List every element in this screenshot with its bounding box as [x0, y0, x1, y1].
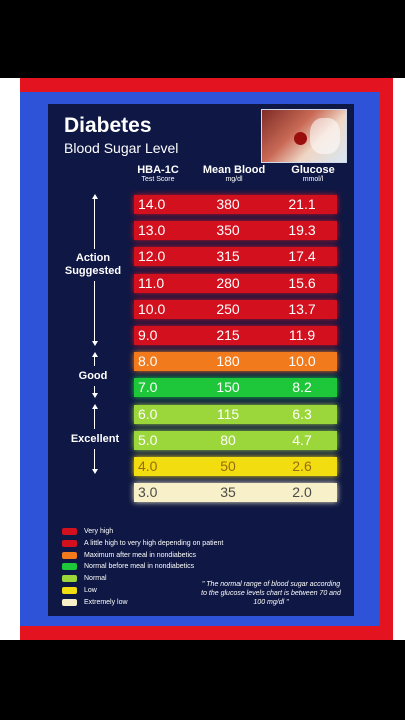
cell-hba1c: 6.0 [138, 405, 158, 422]
table-row: 9.0 215 11.9 [134, 326, 337, 345]
table-row: 11.0 280 15.6 [134, 273, 337, 293]
cell-glucose: 4.7 [292, 431, 312, 448]
legend-swatch [62, 587, 77, 594]
chart-card: Diabetes Blood Sugar Level HBA-1C Test S… [48, 104, 354, 616]
cell-mean-blood: 280 [216, 274, 240, 291]
arrow-down-icon [92, 393, 98, 398]
arrow-line [94, 409, 95, 429]
table-row: 12.0 315 17.4 [134, 247, 337, 267]
blood-drop-icon [294, 132, 307, 145]
cell-glucose: 17.4 [288, 248, 316, 265]
arrow-up-icon [92, 404, 98, 409]
legend-swatch [62, 575, 77, 583]
arrow-down-icon [92, 469, 98, 474]
legend-label: Extremely low [84, 598, 128, 606]
cell-glucose: 6.3 [292, 405, 312, 422]
cell-glucose: 8.2 [292, 379, 312, 396]
legend-swatch [62, 551, 77, 559]
legend-label: A little high to very high depending on … [84, 539, 224, 547]
column-unit: Test Score [141, 176, 175, 183]
arrow-line [94, 386, 95, 393]
cell-hba1c: 10.0 [138, 300, 166, 317]
table-row: 10.0 250 13.7 [134, 299, 337, 319]
legend-swatch [62, 563, 77, 571]
column-label: Mean Blood [202, 164, 266, 176]
column-label: HBA-1C [137, 164, 179, 176]
table-row: 5.0 80 4.7 [134, 430, 337, 450]
arrow-line [94, 357, 95, 366]
table-row: 8.0 180 10.0 [134, 352, 337, 372]
legend-label: Normal [84, 575, 107, 583]
arrow-line [94, 281, 95, 341]
cell-hba1c: 4.0 [138, 458, 158, 474]
cell-mean-blood: 150 [216, 379, 240, 396]
blood-test-photo [261, 109, 347, 163]
arrow-line [94, 449, 95, 469]
column-header-hba1c: HBA-1C Test Score [130, 164, 186, 184]
cell-hba1c: 3.0 [138, 484, 158, 501]
table-row: 7.0 150 8.2 [134, 378, 337, 398]
cell-mean-blood: 250 [216, 300, 240, 317]
card-title: Diabetes [64, 114, 152, 137]
column-header-mean-blood: Mean Blood mg/dl [198, 164, 270, 184]
hand-icon [310, 118, 340, 154]
column-unit: mg/dl [225, 176, 243, 183]
column-unit: mmol/l [302, 176, 324, 183]
cell-glucose: 2.0 [292, 484, 312, 501]
legend-swatch [62, 598, 77, 606]
arrow-down-icon [92, 341, 98, 346]
cell-mean-blood: 115 [216, 405, 240, 422]
cell-glucose: 2.6 [292, 458, 312, 474]
legend-label: Normal before meal in nondiabetics [84, 563, 195, 571]
cell-hba1c: 5.0 [138, 431, 158, 448]
cell-glucose: 15.6 [288, 274, 316, 291]
cell-mean-blood: 35 [220, 484, 236, 501]
cell-mean-blood: 315 [216, 248, 240, 265]
table-row: 3.0 35 2.0 [134, 483, 337, 503]
cell-hba1c: 7.0 [138, 379, 158, 396]
cell-hba1c: 9.0 [138, 327, 158, 343]
cell-glucose: 11.9 [288, 327, 316, 343]
card-subtitle: Blood Sugar Level [64, 140, 179, 156]
legend-label: Maximum after meal in nondiabetics [84, 551, 197, 559]
cell-mean-blood: 50 [220, 458, 236, 474]
arrow-line [94, 199, 95, 249]
table-row: 14.0 380 21.1 [134, 195, 337, 214]
cell-hba1c: 14.0 [138, 196, 166, 212]
cell-mean-blood: 180 [216, 353, 240, 370]
side-label-good: Good [78, 370, 108, 382]
arrow-up-icon [92, 352, 98, 357]
cell-hba1c: 8.0 [138, 353, 158, 370]
legend-swatch [62, 528, 77, 535]
cell-mean-blood: 380 [216, 196, 240, 212]
cell-mean-blood: 350 [216, 222, 240, 239]
cell-glucose: 10.0 [288, 353, 316, 370]
column-label: Glucose [291, 164, 335, 176]
table-row: 4.0 50 2.6 [134, 457, 337, 476]
cell-mean-blood: 80 [220, 431, 236, 448]
cell-hba1c: 12.0 [138, 248, 166, 265]
side-label-action-suggested: Action Suggested [64, 252, 122, 277]
cell-glucose: 13.7 [288, 300, 316, 317]
column-header-glucose: Glucose mmol/l [284, 164, 342, 184]
cell-glucose: 21.1 [288, 196, 316, 212]
normal-range-note: " The normal range of blood sugar accord… [201, 581, 341, 606]
arrow-up-icon [92, 194, 98, 199]
cell-glucose: 19.3 [288, 222, 316, 239]
table-row: 13.0 350 19.3 [134, 221, 337, 241]
cell-hba1c: 13.0 [138, 222, 166, 239]
cell-hba1c: 11.0 [138, 274, 165, 291]
table-row: 6.0 115 6.3 [134, 404, 337, 424]
cell-mean-blood: 215 [216, 327, 240, 343]
legend-label: Low [84, 587, 97, 594]
side-label-excellent: Excellent [70, 433, 120, 445]
legend-label: Very high [84, 528, 114, 535]
legend-swatch [62, 539, 77, 547]
